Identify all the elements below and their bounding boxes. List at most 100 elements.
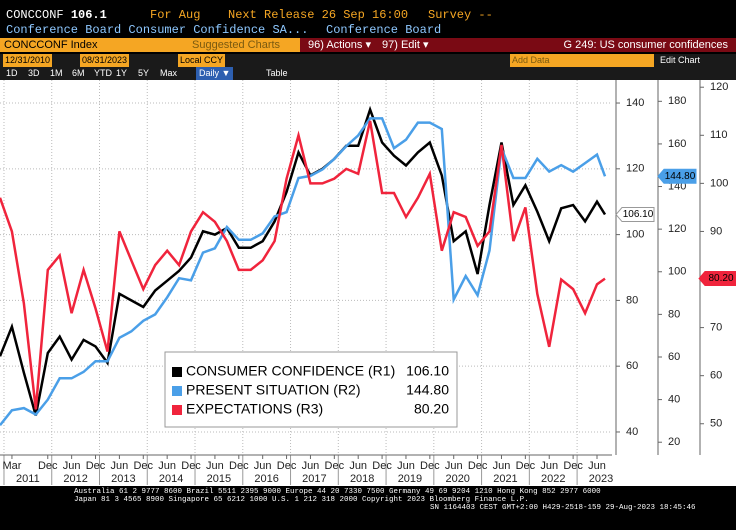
- chart: 2011 2012 2013 2014 2015 2016 2017 2018 2019 2020…: [0, 80, 736, 486]
- year-label: 2020: [445, 473, 469, 485]
- y-tick-label: 140: [626, 97, 644, 109]
- year-label: 2015: [207, 473, 231, 485]
- value-tag-label: 80.20: [708, 273, 733, 284]
- add-data[interactable]: Add Data: [510, 54, 654, 67]
- y-tick-label: 70: [710, 322, 722, 334]
- legend-label: CONSUMER CONFIDENCE (R1): [186, 363, 395, 379]
- value-tag: [698, 271, 736, 287]
- x-tick-label: Jun: [254, 460, 272, 472]
- x-tick-label: Dec: [372, 460, 392, 472]
- range-button[interactable]: 5Y: [138, 68, 150, 78]
- y-tick-label: 160: [668, 138, 686, 150]
- y-tick-label: 180: [668, 95, 686, 107]
- range-button[interactable]: YTD: [94, 68, 112, 78]
- session: SN 1164403 CEST GMT+2:00 H429-2518-159 2…: [430, 504, 696, 512]
- next-release: Next Release 26 Sep 16:00: [228, 8, 409, 22]
- year-label: 2013: [111, 473, 135, 485]
- year-label: 2014: [159, 473, 183, 485]
- range-button[interactable]: 3D: [28, 68, 40, 78]
- x-tick-label: Jun: [111, 460, 129, 472]
- start-date[interactable]: 12/31/2010: [3, 54, 53, 67]
- y-tick-label: 80: [626, 294, 638, 306]
- range-button[interactable]: 1Y: [116, 68, 128, 78]
- year-label: 2023: [589, 473, 613, 485]
- x-tick-label: Jun: [63, 460, 81, 472]
- series-line: [0, 117, 607, 426]
- y-tick-label: 40: [626, 426, 638, 438]
- legend-value: 80.20: [414, 401, 449, 417]
- x-tick-label: Dec: [563, 460, 583, 472]
- range-bar: Daily ▼ Table 1D 3D 1M 6M YTD 1Y 5Y Max: [0, 67, 736, 81]
- year-label: 2016: [254, 473, 278, 485]
- x-tick-label: Dec: [325, 460, 345, 472]
- value-tag: [615, 207, 655, 223]
- y-tick-label: 60: [626, 360, 638, 372]
- legend-value: 106.10: [406, 363, 449, 379]
- edit-menu[interactable]: 97) Edit ▾: [382, 39, 429, 51]
- x-tick-label: Jun: [445, 460, 463, 472]
- x-tick-label: Jun: [493, 460, 511, 472]
- legend-box: [164, 351, 458, 428]
- value-tag-label: 106.10: [623, 209, 654, 220]
- legend-swatch: [172, 386, 182, 396]
- y-tick-label: 50: [710, 418, 722, 430]
- legend-label: PRESENT SITUATION (R2): [186, 382, 361, 398]
- y-tick-label: 120: [668, 223, 686, 235]
- legend-label: EXPECTATIONS (R3): [186, 401, 323, 417]
- contacts-1: Australia 61 2 9777 8600 Brazil 5511 239…: [74, 488, 601, 496]
- y-tick-label: 80: [668, 308, 680, 320]
- y-tick-label: 90: [710, 225, 722, 237]
- legend-swatch: [172, 367, 182, 377]
- value-tag: [657, 168, 697, 184]
- table-button[interactable]: Table: [266, 68, 288, 78]
- x-tick-label: Dec: [229, 460, 249, 472]
- actions-menu[interactable]: 96) Actions ▾: [308, 39, 371, 51]
- edit-chart[interactable]: Edit Chart: [660, 55, 701, 65]
- y-tick-label: 100: [626, 229, 644, 241]
- year-label: 2012: [63, 473, 87, 485]
- range-button[interactable]: 6M: [72, 68, 85, 78]
- x-tick-label: Dec: [420, 460, 440, 472]
- x-tick-label: Jun: [158, 460, 176, 472]
- contacts-2: Japan 81 3 4565 8900 Singapore 65 6212 1…: [74, 496, 529, 504]
- value-tag-label: 144.80: [665, 171, 696, 182]
- date-bar: 12/31/2010 08/31/2023 Local CCY Add Data…: [0, 54, 736, 68]
- year-label: 2021: [493, 473, 517, 485]
- x-tick-label: Jun: [349, 460, 367, 472]
- security: CONCCONF Index: [4, 39, 98, 51]
- series-line: [0, 120, 606, 410]
- range-button[interactable]: 1M: [50, 68, 63, 78]
- x-tick-label: Dec: [468, 460, 488, 472]
- end-date[interactable]: 08/31/2023: [80, 54, 130, 67]
- ticker: CONCCONF 106.1: [6, 8, 107, 22]
- legend-swatch: [172, 405, 182, 415]
- period: For Aug: [150, 8, 201, 22]
- suggested-charts[interactable]: Suggested Charts: [192, 39, 281, 51]
- legend-value: 144.80: [406, 382, 449, 398]
- x-tick-label: Dec: [516, 460, 536, 472]
- year-label: 2022: [541, 473, 565, 485]
- y-tick-label: 60: [710, 370, 722, 382]
- source: Conference Board: [326, 23, 442, 37]
- range-button[interactable]: Max: [160, 68, 178, 78]
- x-tick-label: Jun: [588, 460, 606, 472]
- y-tick-label: 40: [668, 394, 680, 406]
- last-value: 106.1: [70, 8, 107, 22]
- x-tick-label: Jun: [206, 460, 224, 472]
- x-tick-label: Jun: [302, 460, 320, 472]
- x-tick-label: Dec: [133, 460, 153, 472]
- frequency[interactable]: Daily ▼: [196, 67, 234, 80]
- security-bar: CONCCONF Index Suggested Charts: [0, 38, 300, 52]
- y-tick-label: 110: [710, 129, 728, 141]
- currency[interactable]: Local CCY: [178, 54, 226, 67]
- year-label: 2018: [350, 473, 374, 485]
- description: Conference Board Consumer Confidence SA.…: [6, 23, 309, 37]
- x-tick-label: Mar: [2, 460, 21, 472]
- range-button[interactable]: 1D: [6, 68, 18, 78]
- ticker-name: CONCCONF: [6, 8, 64, 22]
- year-label: 2017: [302, 473, 326, 485]
- y-tick-label: 60: [668, 351, 680, 363]
- year-label: 2019: [398, 473, 422, 485]
- y-tick-label: 20: [668, 436, 680, 448]
